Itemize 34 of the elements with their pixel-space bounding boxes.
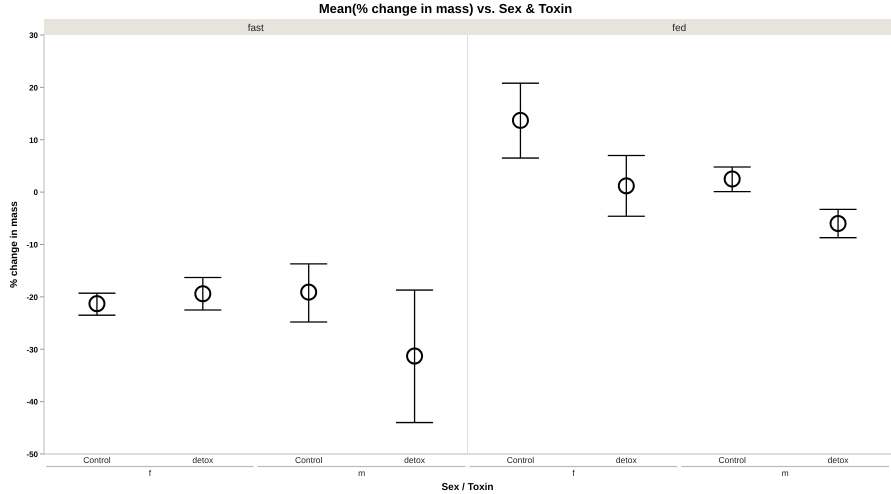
point	[300, 284, 318, 301]
y-axis-title: % change in mass	[9, 200, 20, 288]
y-tick-label: -10	[26, 240, 39, 250]
text: m	[358, 468, 366, 478]
x-tick-label: Control	[718, 455, 746, 465]
y-tick-label: 30	[29, 31, 39, 40]
point	[512, 112, 529, 129]
text: m	[782, 468, 789, 478]
x-axis-title: Sex / Toxin	[441, 482, 494, 493]
x-tick-label: detox	[828, 455, 850, 465]
x-tick-label: detox	[404, 455, 426, 465]
y-tick-label: 0	[34, 188, 39, 198]
y-tick-label: -50	[26, 450, 39, 459]
chart-subtitle: fast	[248, 23, 264, 34]
text: f	[572, 468, 576, 478]
point	[724, 170, 741, 188]
text: f	[148, 468, 152, 478]
y-tick-label: -20	[26, 292, 39, 302]
point	[194, 285, 212, 302]
point	[618, 177, 635, 194]
chart-subtitle: fed	[672, 23, 686, 34]
y-tick-label: -30	[26, 345, 39, 354]
point	[88, 295, 106, 312]
x-tick-label: Control	[506, 455, 534, 465]
x-tick-label: detox	[192, 455, 214, 465]
chart-title: Mean(% change in mass) vs. Sex & Toxin	[318, 1, 572, 16]
point	[830, 215, 847, 232]
y-tick-label: 10	[29, 136, 39, 145]
y-tick-label: 20	[29, 83, 39, 92]
y-tick-label: -40	[26, 398, 39, 407]
x-tick-label: detox	[616, 455, 638, 465]
x-tick-label: Control	[83, 455, 111, 465]
x-tick-label: Control	[294, 455, 322, 465]
point	[406, 348, 424, 365]
